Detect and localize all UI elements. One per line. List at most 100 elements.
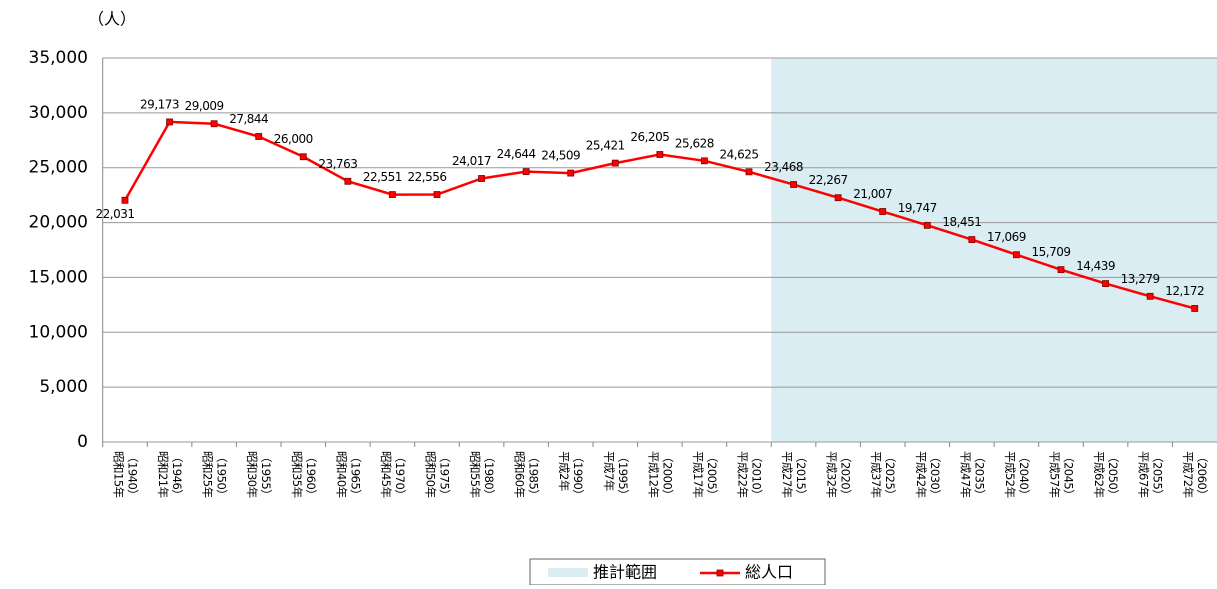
x-tick-label: （2060） (1195, 451, 1209, 500)
y-tick-label: 15,000 (29, 267, 88, 287)
y-tick-label: 25,000 (29, 158, 88, 178)
y-tick-label: 5,000 (39, 377, 88, 397)
data-label: 21,007 (853, 187, 892, 201)
x-tick-label: （2020） (839, 451, 853, 500)
x-tick-label: （1980） (482, 451, 496, 500)
x-tick-label: （1995） (616, 451, 630, 500)
legend-marker (716, 569, 724, 577)
x-tick-label: 平成27年 (780, 451, 794, 498)
y-tick-label: 0 (77, 432, 88, 452)
data-label: 29,173 (140, 97, 179, 111)
x-tick-label: 平成37年 (869, 451, 883, 498)
marker (968, 236, 976, 243)
marker (1057, 266, 1065, 274)
data-label: 14,439 (1076, 259, 1115, 273)
data-label: 24,625 (719, 147, 758, 161)
marker (210, 120, 218, 128)
x-tick-label: （1940） (125, 451, 139, 500)
marker (923, 221, 931, 229)
marker (745, 168, 753, 176)
x-tick-label: 昭和55年 (468, 451, 482, 498)
data-label: 22,556 (407, 170, 446, 184)
x-tick-label: （1990） (571, 451, 585, 500)
marker (344, 177, 352, 185)
x-tick-label: （2040） (1017, 451, 1031, 500)
x-tick-label: 平成67年 (1137, 451, 1151, 498)
x-tick-label: （2005） (705, 451, 719, 500)
x-tick-label: 平成57年 (1047, 451, 1061, 498)
projection-area (771, 58, 1217, 442)
x-tick-label: 平成72年 (1181, 451, 1195, 498)
data-label: 26,205 (630, 130, 669, 144)
x-tick-label: 平成2年 (557, 451, 571, 491)
data-label: 18,451 (942, 215, 981, 229)
data-label: 24,644 (497, 147, 536, 161)
x-tick-label: （2030） (928, 451, 942, 500)
x-tick-label: （2025） (883, 451, 897, 500)
data-label: 15,709 (1031, 245, 1070, 259)
marker (1102, 280, 1109, 287)
marker (834, 194, 842, 202)
x-tick-label: 平成32年 (825, 451, 839, 498)
marker (790, 181, 797, 188)
marker (389, 191, 396, 198)
y-tick-label: 10,000 (29, 322, 88, 342)
marker (522, 168, 530, 176)
x-tick-label: 平成22年 (735, 451, 749, 498)
data-label: 22,551 (363, 170, 402, 184)
data-label: 27,844 (229, 112, 268, 126)
marker (879, 208, 887, 215)
x-tick-label: （2000） (660, 451, 674, 500)
x-tick-label: 平成42年 (914, 451, 928, 498)
marker (567, 169, 575, 177)
data-label: 26,000 (274, 132, 313, 146)
x-tick-label: （1946） (170, 451, 184, 500)
unit-label: （人） (88, 10, 136, 29)
x-tick-label: 昭和60年 (513, 451, 527, 498)
x-tick-label: 昭和25年 (201, 451, 215, 498)
legend-swatch (548, 568, 588, 577)
x-tick-label: （2015） (794, 451, 808, 500)
x-tick-label: （2010） (749, 451, 763, 500)
data-label: 13,279 (1121, 272, 1160, 286)
x-tick-label: 平成52年 (1003, 451, 1017, 498)
x-tick-label: 昭和35年 (290, 451, 304, 498)
x-tick-label: 平成12年 (646, 451, 660, 498)
legend-label: 総人口 (745, 563, 793, 582)
marker (611, 159, 619, 167)
x-tick-label: （2055） (1151, 451, 1165, 500)
data-label: 19,747 (898, 201, 937, 215)
x-tick-label: （1975） (437, 451, 451, 500)
x-tick-label: （2045） (1061, 451, 1075, 500)
x-tick-label: （2035） (972, 451, 986, 500)
y-tick-label: 20,000 (29, 213, 88, 233)
marker (701, 157, 708, 165)
marker (121, 196, 129, 204)
marker (255, 133, 263, 140)
marker (1146, 292, 1154, 300)
x-tick-label: （1950） (215, 451, 229, 500)
data-label: 25,421 (586, 139, 625, 153)
x-tick-label: 平成47年 (958, 451, 972, 498)
x-tick-label: 平成62年 (1092, 451, 1106, 498)
legend-label: 推計範囲 (593, 563, 657, 582)
x-tick-label: 昭和40年 (334, 451, 348, 498)
data-label: 22,031 (95, 207, 134, 221)
y-tick-label: 35,000 (29, 48, 88, 68)
x-tick-label: 昭和15年 (111, 451, 125, 498)
marker (1013, 251, 1020, 259)
data-label: 17,069 (987, 230, 1026, 244)
marker (478, 175, 485, 182)
x-tick-label: 平成7年 (602, 451, 616, 491)
marker (433, 191, 441, 198)
data-label: 29,009 (185, 99, 224, 113)
x-tick-label: （1960） (304, 451, 318, 500)
marker (1191, 305, 1199, 312)
x-tick-label: （1970） (393, 451, 407, 500)
x-tick-label: 昭和45年 (379, 451, 393, 498)
data-label: 23,763 (318, 157, 357, 171)
x-tick-label: 昭和21年 (156, 451, 170, 498)
marker (656, 151, 664, 158)
data-label: 24,509 (541, 149, 580, 163)
